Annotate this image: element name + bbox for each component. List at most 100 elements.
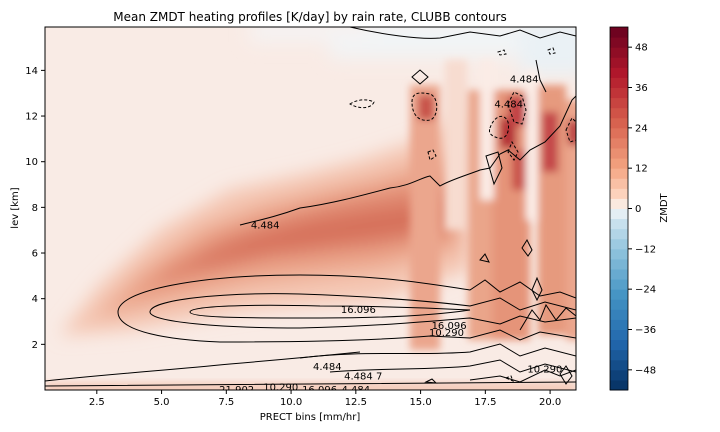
colorbar-band xyxy=(610,289,628,300)
contour-lower-right xyxy=(299,303,576,383)
chart-title: Mean ZMDT heating profiles [K/day] by ra… xyxy=(113,10,507,24)
y-tick-label: 4 xyxy=(32,294,38,305)
plot-frame xyxy=(44,26,577,391)
colorbar-band xyxy=(610,158,628,169)
colorbar-band xyxy=(610,117,628,129)
colorbar-band xyxy=(610,258,628,270)
colorbar-band xyxy=(610,269,628,280)
colorbar-band xyxy=(610,349,628,361)
colorbar-band xyxy=(610,47,628,58)
y-axis-label: lev [km] xyxy=(10,187,21,228)
colorbar-band xyxy=(610,107,628,119)
colorbar-tick-label: 48 xyxy=(635,43,648,54)
colorbar-band xyxy=(610,379,628,391)
colorbar-band xyxy=(610,369,628,381)
x-tick-label: 17.5 xyxy=(474,397,496,408)
colorbar-band xyxy=(610,87,628,99)
contour-21902-loop xyxy=(189,304,471,319)
surface-layer xyxy=(45,383,576,390)
x-tick-label: 7.5 xyxy=(218,397,234,408)
clubb-dashed-contours xyxy=(349,47,576,382)
x-tick-label: 12.5 xyxy=(345,397,367,408)
colorbar-band xyxy=(610,329,628,341)
colorbar-band xyxy=(610,67,628,78)
x-tick-label: 10.0 xyxy=(280,397,302,408)
colorbar-tick-label: −36 xyxy=(635,325,656,336)
contour-10290-loop xyxy=(117,274,576,343)
x-tick-label: 2.5 xyxy=(89,397,105,408)
colorbar-band xyxy=(610,339,628,351)
contour-label: 4.484 xyxy=(342,385,371,396)
dashed-contour-21 xyxy=(565,117,576,143)
colorbar-tick-label: 12 xyxy=(635,164,648,175)
colorbar-band xyxy=(610,27,628,38)
dashed-contour-18 xyxy=(489,115,509,139)
colorbar-band xyxy=(610,228,628,240)
colorbar-band xyxy=(610,127,628,139)
colorbar-band xyxy=(610,238,628,250)
x-axis: 2.5 5.0 7.5 10.0 12.5 15.0 17.5 20.0 xyxy=(89,390,561,408)
colorbar-band xyxy=(610,57,628,68)
colorbar-tick-label: −48 xyxy=(635,365,656,376)
colorbar-tick-label: 24 xyxy=(635,123,648,134)
upper-neutral-region xyxy=(250,27,576,75)
colorbar-band xyxy=(610,208,628,220)
colorbar-ticks: 48 36 24 12 0 −12 −24 −36 −48 xyxy=(628,43,656,376)
contour-labels: 4.4844.4844.48416.09616.09610.29010.2904… xyxy=(219,75,562,396)
colorbar-band xyxy=(610,148,628,159)
colorbar-tick-label: −12 xyxy=(635,244,656,255)
colorbar-band xyxy=(610,77,628,88)
x-axis-label: PRECT bins [mm/hr] xyxy=(260,412,361,423)
dashed-contour-15 xyxy=(411,92,438,121)
colorbar-band xyxy=(610,188,628,199)
colorbar-band xyxy=(610,168,628,179)
y-tick-label: 8 xyxy=(32,203,38,214)
dashed-contour-18-6 xyxy=(507,91,527,161)
y-tick-label: 12 xyxy=(25,112,38,123)
contour-label: 10.290 xyxy=(263,383,298,394)
contour-label: 10.290 xyxy=(527,364,562,375)
y-axis: 2 4 6 8 10 12 14 xyxy=(25,66,45,351)
colorbar-band xyxy=(610,359,628,371)
contour-label: 4.484 xyxy=(494,100,523,111)
plot-area: 4.4844.4844.48416.09616.09610.29010.2904… xyxy=(25,26,577,408)
dashed-contour-12p5 xyxy=(349,99,375,109)
y-tick-label: 6 xyxy=(32,249,38,260)
colorbar-bands xyxy=(610,27,628,391)
colorbar-tick-label: −24 xyxy=(635,285,656,296)
contour-label: 16.096 xyxy=(432,321,467,332)
colorbar: 48 36 24 12 0 −12 −24 −36 −48 ZMDT xyxy=(609,26,670,391)
contour-label: 16.096 xyxy=(341,305,376,316)
colorbar-band xyxy=(610,279,628,290)
colorbar-band xyxy=(610,248,628,260)
x-tick-label: 20.0 xyxy=(539,397,561,408)
y-tick-label: 14 xyxy=(25,66,38,77)
x-tick-label: 5.0 xyxy=(154,397,170,408)
clubb-contours xyxy=(45,27,576,387)
colorbar-band xyxy=(610,178,628,189)
contour-label: 4.484 xyxy=(344,371,373,382)
x-tick-label: 15.0 xyxy=(409,397,431,408)
colorbar-band xyxy=(610,97,628,109)
contour-label: 4.484 xyxy=(251,221,280,232)
contour-label: 7 xyxy=(376,371,382,382)
contour-label: 16.096 xyxy=(302,385,337,396)
colorbar-tick-label: 36 xyxy=(635,83,648,94)
colorbar-tick-label: 0 xyxy=(635,204,641,215)
contour-label: 10.290 xyxy=(429,328,464,339)
contour-label: 4.484 xyxy=(510,75,539,86)
contour-top-right xyxy=(349,27,576,93)
heating-band xyxy=(60,110,470,335)
contour-16096-loop xyxy=(149,293,576,329)
colorbar-band xyxy=(610,309,628,320)
colorbar-band xyxy=(610,37,628,48)
colorbar-band xyxy=(610,218,628,230)
colorbar-label: ZMDT xyxy=(659,192,670,222)
colorbar-band xyxy=(610,319,628,330)
colorbar-band xyxy=(610,198,628,209)
colorbar-band xyxy=(610,299,628,310)
contour-small-closed xyxy=(411,69,573,385)
y-tick-label: 10 xyxy=(25,157,38,168)
contour-label: 4.484 xyxy=(313,362,342,373)
